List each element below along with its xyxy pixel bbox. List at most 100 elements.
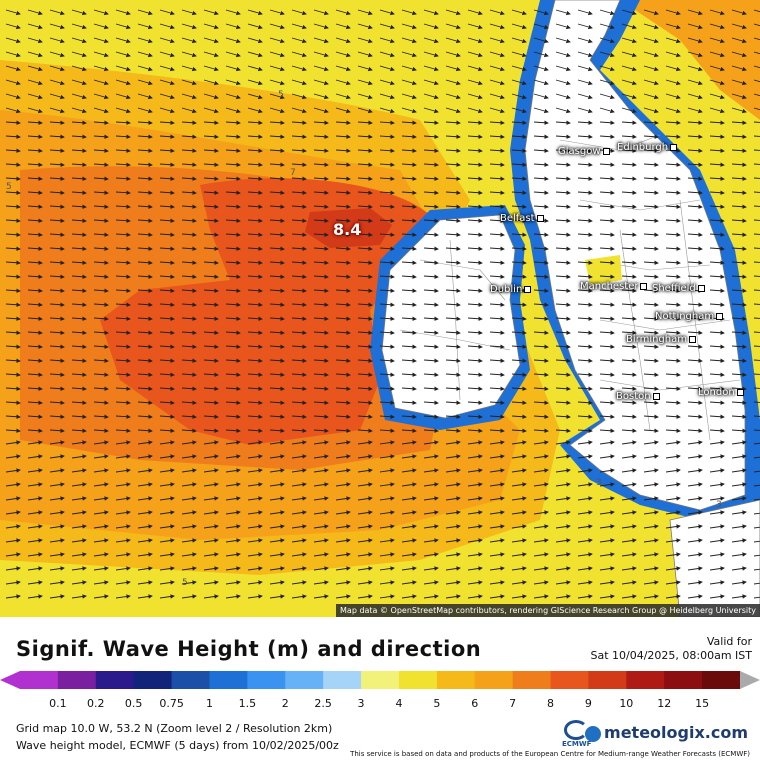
direction-arrow xyxy=(93,302,109,307)
direction-arrow xyxy=(335,190,351,195)
direction-arrow xyxy=(71,246,87,251)
direction-arrow xyxy=(753,23,760,27)
direction-arrow xyxy=(445,218,461,223)
direction-arrow xyxy=(93,204,109,209)
direction-arrow xyxy=(401,23,417,30)
scale-tick-label: 0.5 xyxy=(124,697,143,710)
direction-arrow xyxy=(445,107,461,114)
direction-arrow xyxy=(27,358,43,363)
direction-arrow xyxy=(489,134,505,139)
direction-arrow xyxy=(335,79,351,86)
direction-arrow xyxy=(5,37,21,44)
direction-arrow xyxy=(247,330,263,335)
direction-arrow xyxy=(181,23,197,30)
direction-arrow xyxy=(203,260,219,265)
direction-arrow xyxy=(137,330,153,335)
direction-arrow xyxy=(753,37,760,41)
direction-arrow xyxy=(665,9,681,16)
direction-arrow xyxy=(115,246,131,251)
direction-arrow xyxy=(269,316,285,321)
direction-arrow xyxy=(49,93,65,100)
direction-arrow xyxy=(269,218,285,223)
direction-arrow xyxy=(731,344,747,349)
direction-arrow xyxy=(137,316,153,321)
direction-arrow xyxy=(511,316,527,321)
direction-arrow xyxy=(467,93,483,100)
direction-arrow xyxy=(423,204,439,209)
direction-arrow xyxy=(445,134,461,139)
direction-arrow xyxy=(379,23,395,30)
direction-arrow xyxy=(93,344,109,349)
direction-arrow xyxy=(511,288,527,293)
city-label-birmingham[interactable]: Birmingham xyxy=(626,334,696,345)
direction-arrow xyxy=(357,316,373,321)
direction-arrow xyxy=(335,232,351,237)
direction-arrow xyxy=(379,162,395,167)
city-label-manchester[interactable]: Manchester xyxy=(580,281,648,292)
direction-arrow xyxy=(643,176,659,181)
direction-arrow xyxy=(533,162,549,167)
direction-arrow xyxy=(401,218,417,223)
direction-arrow xyxy=(181,93,197,100)
direction-arrow xyxy=(357,23,373,30)
direction-arrow xyxy=(27,218,43,223)
direction-arrow xyxy=(643,9,659,16)
direction-arrow xyxy=(291,330,307,335)
city-label-dublin[interactable]: Dublin xyxy=(490,284,532,295)
direction-arrow xyxy=(93,316,109,321)
direction-arrow xyxy=(731,302,747,307)
direction-arrow xyxy=(599,79,615,86)
direction-arrow xyxy=(555,120,571,125)
direction-arrow xyxy=(247,93,263,100)
direction-arrow xyxy=(247,246,263,251)
map-title: Signif. Wave Height (m) and direction xyxy=(16,637,482,661)
direction-arrow xyxy=(357,37,373,44)
direction-arrow xyxy=(599,51,615,58)
direction-arrow xyxy=(71,260,87,265)
map-attribution[interactable]: Map data © OpenStreetMap contributors, r… xyxy=(336,604,760,617)
city-marker-icon xyxy=(652,392,660,400)
direction-arrow xyxy=(577,344,593,349)
direction-arrow xyxy=(665,37,681,44)
direction-arrow xyxy=(709,148,725,153)
city-label-belfast[interactable]: Belfast xyxy=(500,213,544,224)
direction-arrow xyxy=(247,23,263,30)
direction-arrow xyxy=(357,134,373,139)
direction-arrow xyxy=(687,65,703,72)
direction-arrow xyxy=(709,232,725,237)
wave-map[interactable]: 8.4 7 5 5 3 3 5 Glasgow Edinburgh Belfas… xyxy=(0,0,760,617)
city-label-boston[interactable]: Boston xyxy=(616,391,660,402)
direction-arrow xyxy=(467,358,483,363)
direction-arrow xyxy=(731,37,747,44)
direction-arrow xyxy=(665,23,681,30)
direction-arrow xyxy=(753,317,760,319)
direction-arrow xyxy=(753,177,760,179)
meteologix-logo[interactable]: meteologix.com xyxy=(585,723,748,742)
direction-arrow xyxy=(203,274,219,279)
direction-arrow xyxy=(27,162,43,167)
scale-tick-label: 2.5 xyxy=(314,697,332,710)
direction-arrow xyxy=(115,274,131,279)
city-label-nottingham[interactable]: Nottingham xyxy=(655,311,724,322)
city-label-edinburgh[interactable]: Edinburgh xyxy=(617,142,678,153)
city-label-sheffield[interactable]: Sheffield xyxy=(652,283,705,294)
direction-arrow xyxy=(709,218,725,223)
city-label-london[interactable]: London xyxy=(698,387,744,398)
direction-arrow xyxy=(313,246,329,251)
direction-arrow xyxy=(379,51,395,58)
direction-arrow xyxy=(181,120,197,125)
city-label-glasgow[interactable]: Glasgow xyxy=(558,146,610,157)
direction-arrow xyxy=(379,316,395,321)
direction-arrow xyxy=(753,233,760,235)
direction-arrow xyxy=(401,162,417,167)
direction-arrow xyxy=(225,260,241,265)
direction-arrow xyxy=(621,65,637,72)
direction-arrow xyxy=(555,23,571,30)
direction-arrow xyxy=(533,120,549,125)
scale-swatch xyxy=(95,671,135,689)
direction-arrow xyxy=(489,79,505,86)
city-name: Boston xyxy=(616,391,651,402)
direction-arrow xyxy=(753,303,760,305)
direction-arrow xyxy=(379,288,395,293)
city-name: Nottingham xyxy=(655,311,715,322)
